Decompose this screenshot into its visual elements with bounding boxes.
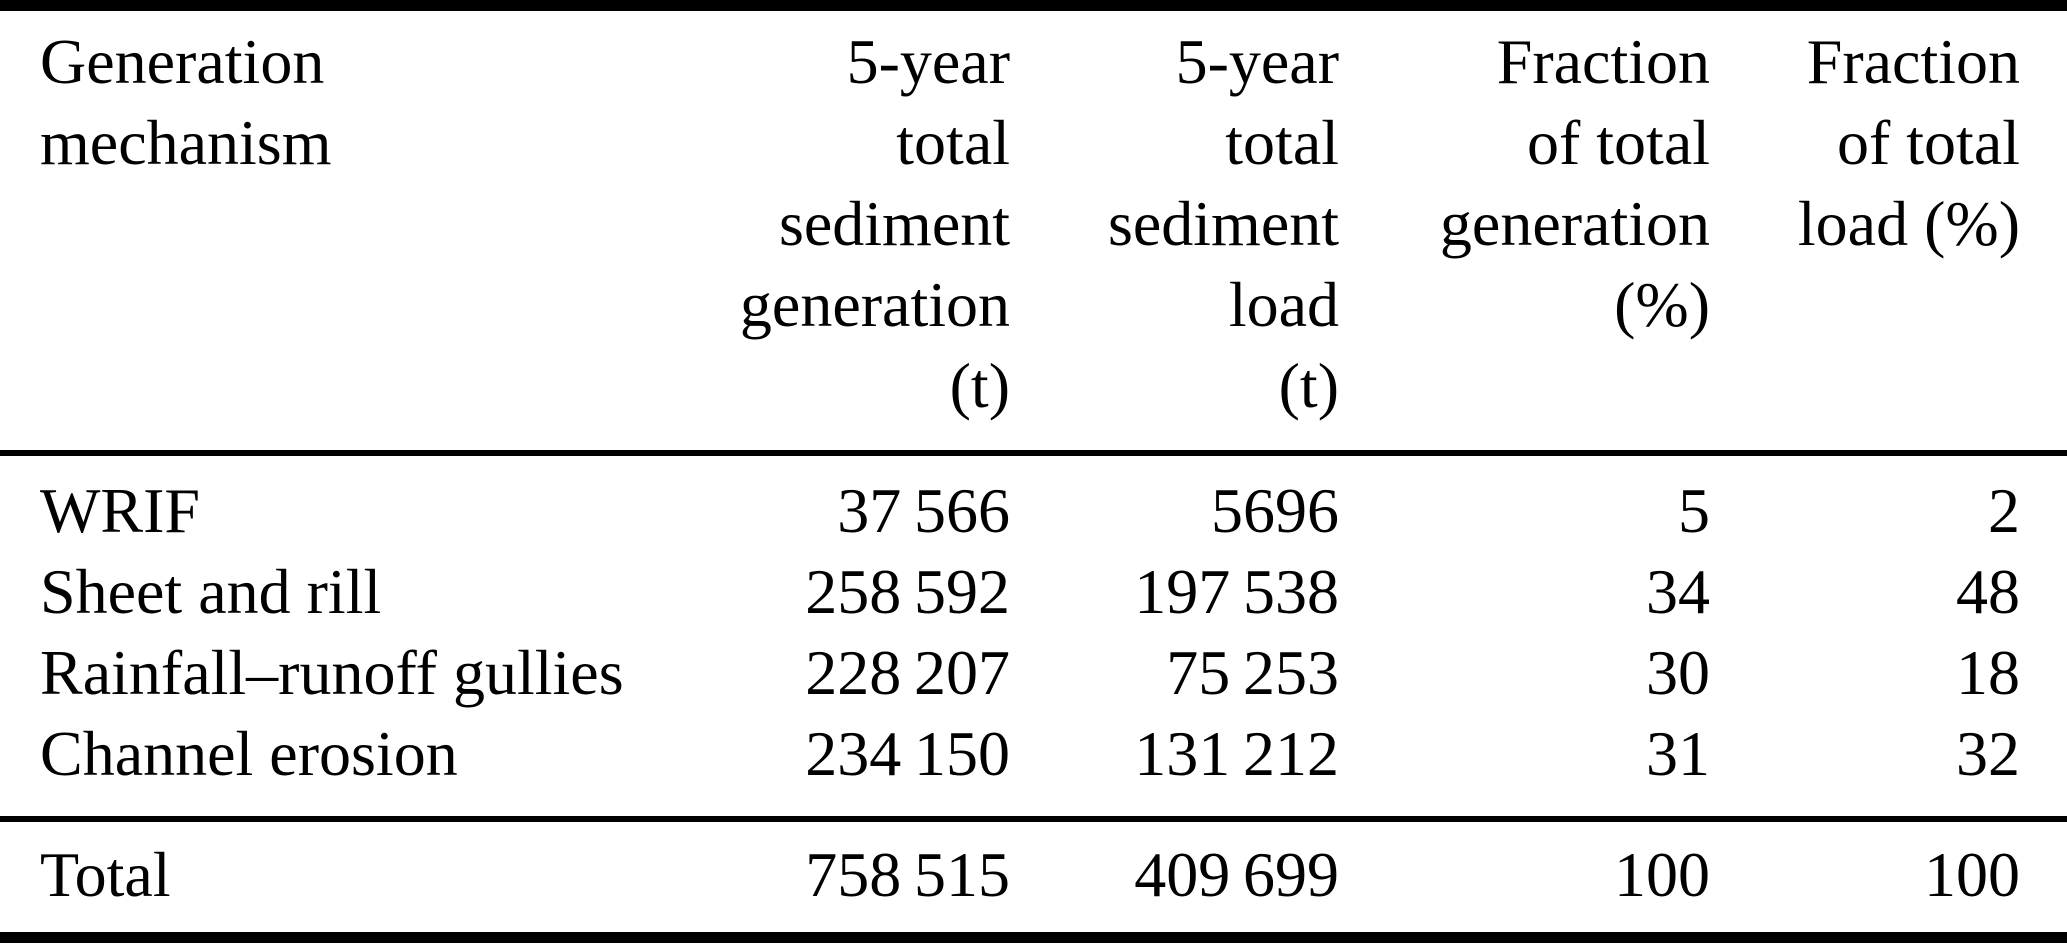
header-cell-fraction-load: Fraction of total load (%) — [1710, 21, 2020, 264]
cell-fraction-generation: 34 — [1646, 556, 1710, 627]
cell-sediment-generation: 258 592 — [805, 556, 1010, 627]
header-line: mechanism — [40, 107, 332, 178]
cell-total-fraction-generation: 100 — [1614, 839, 1710, 910]
header-line: sediment — [1107, 188, 1339, 259]
header-line: 5-year — [846, 26, 1010, 97]
cell-sediment-load: 131 212 — [1134, 718, 1339, 789]
table-top-rule — [0, 0, 2067, 11]
header-line: of total — [1526, 107, 1710, 178]
cell-mechanism: WRIF — [40, 475, 200, 546]
cell-mechanism: Sheet and rill — [40, 556, 382, 627]
header-line: total — [1225, 107, 1339, 178]
header-line: sediment — [778, 188, 1010, 259]
header-line: generation — [1439, 188, 1710, 259]
cell-total-fraction-load: 100 — [1924, 839, 2020, 910]
header-cell-fraction-generation: Fraction of total generation (%) — [1339, 21, 1710, 345]
header-cell-sediment-generation: 5-year total sediment generation (t) — [680, 21, 1010, 426]
table-total-rule — [0, 816, 2067, 822]
cell-fraction-generation: 31 — [1646, 718, 1710, 789]
table-row-total: Total 758 515 409 699 100 100 — [0, 834, 2067, 915]
table-row-channel-erosion: Channel erosion 234 150 131 212 31 32 — [0, 713, 2067, 794]
header-line: load — [1228, 269, 1339, 340]
cell-total-sediment-generation: 758 515 — [805, 839, 1010, 910]
header-line: total — [896, 107, 1010, 178]
table-row-wrif: WRIF 37 566 5696 5 2 — [0, 470, 2067, 551]
header-cell-sediment-load: 5-year total sediment load (t) — [1010, 21, 1339, 426]
header-line: generation — [739, 269, 1010, 340]
cell-sediment-load: 75 253 — [1166, 637, 1339, 708]
cell-fraction-generation: 5 — [1678, 475, 1710, 546]
cell-fraction-load: 18 — [1956, 637, 2020, 708]
header-line: Fraction — [1496, 26, 1710, 97]
cell-sediment-load: 197 538 — [1134, 556, 1339, 627]
cell-fraction-load: 48 — [1956, 556, 2020, 627]
table-row-rainfall-runoff-gullies: Rainfall–runoff gullies 228 207 75 253 3… — [0, 632, 2067, 713]
table-bottom-rule — [0, 932, 2067, 943]
table-total-section: Total 758 515 409 699 100 100 — [0, 822, 2067, 932]
cell-sediment-generation: 37 566 — [837, 475, 1010, 546]
table-body: WRIF 37 566 5696 5 2 Sheet and rill 258 … — [0, 456, 2067, 816]
table-header-row: Generation mechanism 5-year total sedime… — [0, 11, 2067, 450]
header-line: Generation — [40, 26, 325, 97]
cell-mechanism: Rainfall–runoff gullies — [40, 637, 624, 708]
cell-mechanism: Channel erosion — [40, 718, 458, 789]
cell-total-sediment-load: 409 699 — [1134, 839, 1339, 910]
cell-total-label: Total — [40, 839, 171, 910]
header-line: 5-year — [1175, 26, 1339, 97]
table-header-rule — [0, 450, 2067, 456]
header-line: load (%) — [1797, 188, 2020, 259]
cell-fraction-generation: 30 — [1646, 637, 1710, 708]
cell-sediment-generation: 228 207 — [805, 637, 1010, 708]
cell-fraction-load: 32 — [1956, 718, 2020, 789]
header-line: of total — [1836, 107, 2020, 178]
table-row-sheet-and-rill: Sheet and rill 258 592 197 538 34 48 — [0, 551, 2067, 632]
header-cell-generation-mechanism: Generation mechanism — [40, 21, 680, 183]
header-line: Fraction — [1806, 26, 2020, 97]
cell-fraction-load: 2 — [1988, 475, 2020, 546]
cell-sediment-generation: 234 150 — [805, 718, 1010, 789]
header-line: (t) — [1278, 350, 1339, 421]
header-line: (%) — [1614, 269, 1710, 340]
header-line: (t) — [949, 350, 1010, 421]
cell-sediment-load: 5696 — [1211, 475, 1339, 546]
